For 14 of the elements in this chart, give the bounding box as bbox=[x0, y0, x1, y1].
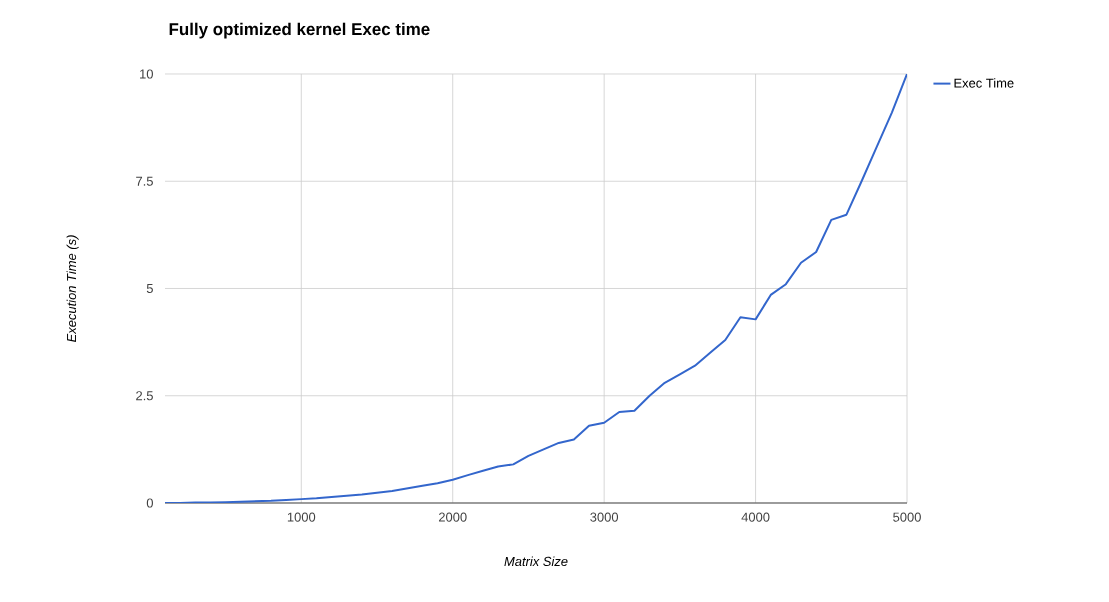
y-axis-title: Execution Time (s) bbox=[66, 235, 79, 342]
chart-title: Fully optimized kernel Exec time bbox=[169, 22, 430, 39]
x-tick-label: 5000 bbox=[893, 512, 921, 522]
x-tick-label: 3000 bbox=[590, 512, 619, 522]
x-tick-label: 1000 bbox=[287, 512, 316, 522]
y-tick-label: 7.5 bbox=[136, 176, 153, 186]
y-tick-label: 5 bbox=[146, 283, 153, 293]
legend-label: Exec Time bbox=[954, 78, 1014, 88]
y-tick-label: 2.5 bbox=[136, 391, 153, 401]
y-tick-label: 10 bbox=[140, 69, 153, 79]
x-tick-label: 2000 bbox=[438, 512, 467, 522]
y-tick-label: 0 bbox=[146, 498, 153, 508]
x-tick-label: 4000 bbox=[741, 512, 770, 522]
x-axis-title: Matrix Size bbox=[504, 556, 568, 567]
